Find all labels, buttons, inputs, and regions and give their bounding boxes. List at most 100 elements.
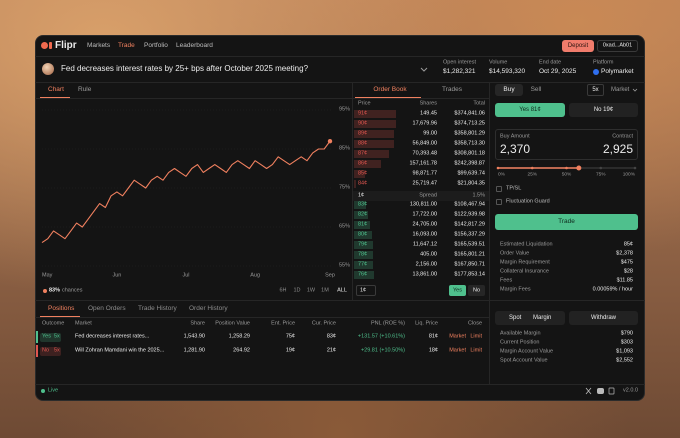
nav-link[interactable]: Portfolio xyxy=(144,41,168,49)
outcome-button[interactable]: No 19¢ xyxy=(593,107,614,113)
tick-size[interactable]: 1¢ xyxy=(360,286,367,293)
live-dot xyxy=(41,389,45,393)
ob-price: 86¢ xyxy=(358,160,368,167)
contract-value: 2,925 xyxy=(602,142,633,156)
tab[interactable]: Chart xyxy=(48,85,64,93)
account-toggle[interactable] xyxy=(495,311,565,325)
tick-select[interactable] xyxy=(356,285,376,296)
buy-tab[interactable] xyxy=(495,84,523,96)
ob-shares: 149.45 xyxy=(420,110,437,117)
x-tick-label: Aug xyxy=(250,272,261,279)
spread-value: 1¢ xyxy=(358,192,365,199)
ob-price: 82¢ xyxy=(358,211,368,218)
nav-link[interactable]: Markets xyxy=(87,41,111,49)
close-limit[interactable]: Limit xyxy=(470,333,482,340)
tab[interactable]: Positions xyxy=(48,304,75,312)
wallet-label[interactable]: 0xad...Ab01 xyxy=(602,42,633,49)
yes-toggle[interactable] xyxy=(449,285,466,296)
ob-total: $108,467.94 xyxy=(454,201,485,208)
tab[interactable]: Order Book xyxy=(373,85,407,93)
account-tab[interactable]: Margin xyxy=(533,315,552,321)
account-value: $1,093 xyxy=(616,348,633,355)
ob-shares: 98,871.77 xyxy=(412,170,437,177)
outcome-button[interactable]: Yes 81¢ xyxy=(519,107,541,113)
yes-button[interactable] xyxy=(495,103,565,117)
checkbox-label[interactable]: Fluctuation Guard xyxy=(506,198,550,205)
amount-value: 2,370 xyxy=(500,142,531,156)
range-button[interactable]: 1D xyxy=(293,287,301,294)
ob-total: $165,539.51 xyxy=(454,241,485,248)
ob-price: 85¢ xyxy=(358,170,368,177)
toggle-label[interactable]: No xyxy=(472,286,481,293)
checkbox[interactable] xyxy=(496,186,502,192)
slider-tick: 100% xyxy=(622,172,635,178)
range-button[interactable]: 6H xyxy=(279,287,287,294)
nav-link[interactable]: Leaderboard xyxy=(176,41,213,49)
range-button[interactable]: 1M xyxy=(321,287,329,294)
row-stripe xyxy=(36,345,38,357)
depth-bar xyxy=(354,201,367,209)
column-header: Shares xyxy=(419,100,437,107)
column-header: PNL (ROE %) xyxy=(370,320,405,327)
ob-shares: 157,161.78 xyxy=(409,160,437,167)
tab[interactable]: Rule xyxy=(78,85,92,93)
spread-percent: 1.5% xyxy=(472,192,485,199)
no-button[interactable] xyxy=(569,103,638,117)
leverage-box[interactable] xyxy=(587,84,604,96)
tab[interactable]: Trade History xyxy=(138,304,177,312)
deposit-button[interactable] xyxy=(562,40,594,52)
account-tab[interactable]: Spot xyxy=(509,315,522,321)
toggle-label[interactable]: Yes xyxy=(453,286,462,293)
withdraw-label[interactable]: Withdraw xyxy=(590,315,617,321)
stat-label: End date xyxy=(539,59,562,66)
order-type[interactable]: Market xyxy=(611,87,630,93)
ob-total: $21,804.35 xyxy=(457,180,485,187)
position-current: 83¢ xyxy=(326,333,336,340)
chance-value: 83% xyxy=(49,287,61,294)
trade-button-label[interactable]: Trade xyxy=(558,217,575,225)
depth-bar xyxy=(354,231,372,239)
wallet-button[interactable] xyxy=(597,40,638,52)
no-toggle[interactable] xyxy=(468,285,485,296)
close-market[interactable]: Market xyxy=(449,333,466,340)
range-button[interactable]: 1W xyxy=(306,287,316,294)
ob-total: $308,801.18 xyxy=(454,150,485,157)
chance-label: chances xyxy=(62,287,83,294)
column-header: Total xyxy=(473,100,485,107)
close-market[interactable]: Market xyxy=(449,347,466,354)
depth-bar xyxy=(354,180,357,188)
ob-price: 88¢ xyxy=(358,140,368,147)
checkbox[interactable] xyxy=(496,199,502,205)
y-tick-label: 95% xyxy=(339,106,351,113)
status: Live xyxy=(48,387,59,394)
withdraw-button[interactable] xyxy=(569,311,638,325)
close-limit[interactable]: Limit xyxy=(470,347,482,354)
deposit-label[interactable]: Deposit xyxy=(567,43,589,49)
position-entry: 19¢ xyxy=(285,347,295,354)
tab[interactable]: Trades xyxy=(442,85,462,93)
position-entry: 75¢ xyxy=(285,333,295,340)
chance-dot xyxy=(43,289,47,293)
ob-shares: 56,849.00 xyxy=(412,140,437,147)
leverage[interactable]: 5x xyxy=(592,87,599,93)
checkbox-label[interactable]: TP/SL xyxy=(506,185,522,192)
nav-link[interactable]: Trade xyxy=(118,41,135,49)
range-button[interactable]: ALL xyxy=(337,287,347,294)
column-header: Ent. Price xyxy=(271,320,295,327)
divider xyxy=(489,82,490,384)
tab[interactable]: Open Orders xyxy=(88,304,126,312)
ob-total: $177,853.14 xyxy=(454,271,485,278)
x-tick-label: Sep xyxy=(325,272,335,279)
tab[interactable]: Order History xyxy=(189,304,228,312)
platform-icon xyxy=(593,69,599,75)
slider-tick: 25% xyxy=(527,172,538,178)
pnl: +29.81 (+10.50%) xyxy=(360,347,405,354)
detail-value: $28 xyxy=(623,268,633,275)
depth-bar xyxy=(354,140,395,148)
x-tick-label: Jun xyxy=(112,272,122,279)
side-tab[interactable]: Buy xyxy=(503,85,515,93)
column-header: Cur. Price xyxy=(311,320,336,327)
ob-total: $156,337.29 xyxy=(454,231,485,238)
side-tab[interactable]: Sell xyxy=(530,85,542,93)
trade-button[interactable] xyxy=(495,214,638,230)
